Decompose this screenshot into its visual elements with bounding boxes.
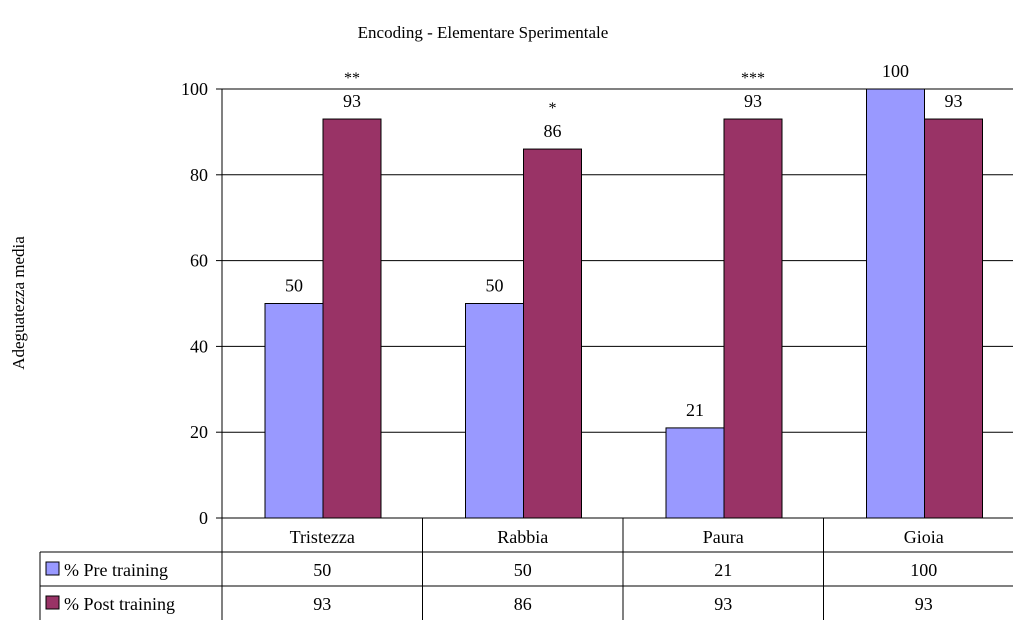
significance-marker: **: [344, 70, 360, 87]
y-axis-label: Adeguatezza media: [9, 236, 28, 370]
y-tick-label: 80: [190, 165, 208, 185]
bar-pre-training: [264, 303, 324, 519]
y-axis-ticks: 0 20 40 60 80 100: [181, 79, 222, 528]
category-label: Tristezza: [290, 527, 355, 547]
data-label: 93: [744, 91, 762, 111]
bar-post-training: [322, 118, 382, 519]
bar-post-training: [924, 118, 983, 519]
table-cell-value: 93: [714, 594, 732, 614]
significance-marker: ***: [741, 70, 765, 87]
legend-entry: % Pre training: [64, 560, 168, 580]
bar-pre-training: [665, 427, 725, 519]
table-cell-value: 21: [714, 560, 732, 580]
bar-pre-training: [465, 303, 524, 519]
table-cell-value: 50: [514, 560, 532, 580]
significance-marker: *: [549, 100, 557, 117]
bar-post-training: [723, 118, 783, 519]
y-tick-label: 60: [190, 251, 208, 271]
y-tick-label: 100: [181, 79, 208, 99]
data-label: 100: [882, 61, 909, 81]
data-table: Tristezza Rabbia Paura Gioia % Pre training 5…: [39, 518, 1013, 620]
table-cell-value: 50: [313, 560, 331, 580]
table-cell-value: 100: [910, 560, 937, 580]
data-label: 50: [486, 276, 504, 296]
bar-post-training: [523, 148, 582, 519]
table-cell-value: 93: [313, 594, 331, 614]
data-label: 50: [285, 276, 303, 296]
category-label: Rabbia: [497, 527, 548, 547]
category-label: Gioia: [904, 527, 944, 547]
data-label: 21: [686, 400, 704, 420]
legend-entry: % Post training: [64, 594, 175, 614]
y-tick-label: 20: [190, 422, 208, 442]
y-tick-label: 0: [199, 508, 208, 528]
y-tick-label: 40: [190, 336, 208, 356]
legend-swatch: [45, 595, 60, 610]
category-label: Paura: [703, 527, 744, 547]
table-cell-value: 86: [514, 594, 532, 614]
table-cell-value: 93: [915, 594, 933, 614]
data-label: 86: [544, 121, 562, 141]
legend-swatch: [45, 561, 60, 576]
data-label: 93: [343, 91, 361, 111]
data-label: 93: [945, 91, 963, 111]
chart-title: Encoding - Elementare Sperimentale: [358, 23, 609, 42]
bars: [264, 88, 983, 519]
bar-pre-training: [866, 88, 925, 519]
